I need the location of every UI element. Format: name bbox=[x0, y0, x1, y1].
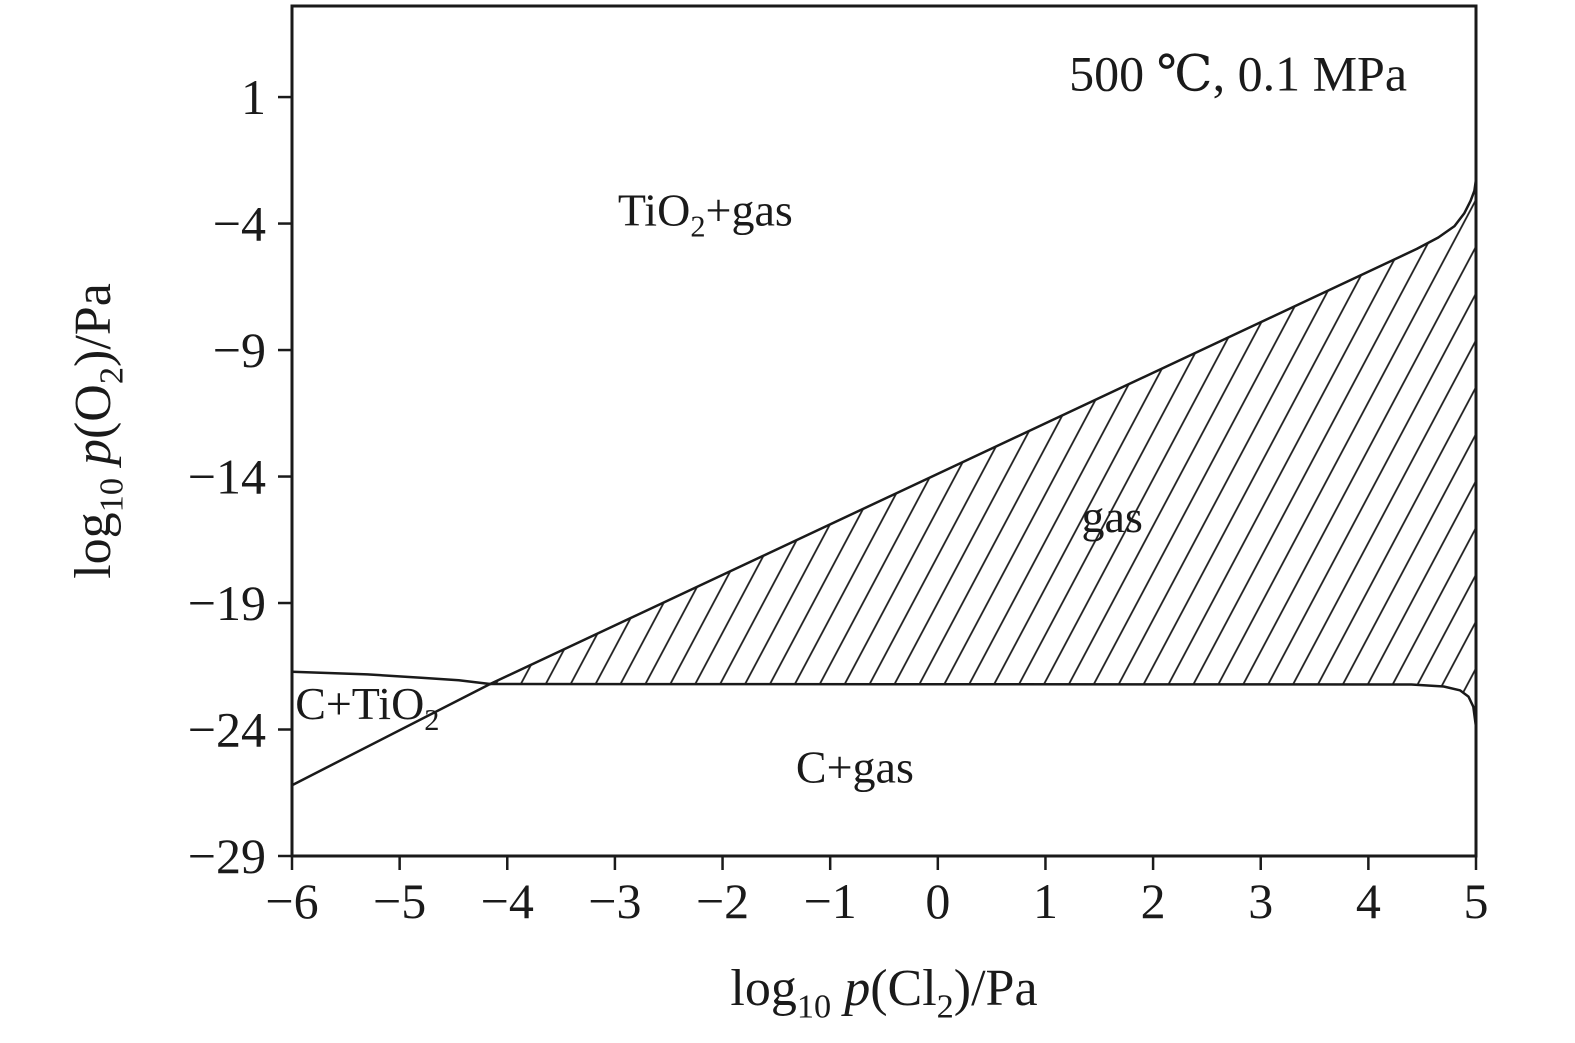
x-tick-label: −6 bbox=[265, 873, 318, 929]
boundary-line-1 bbox=[488, 682, 1478, 729]
region-labels: TiO2+gas gas C+TiO2 C+gas 500 ℃, 0.1 MPa bbox=[295, 46, 1407, 793]
x-tick-label: −3 bbox=[588, 873, 641, 929]
plot-border bbox=[290, 4, 1478, 858]
plot-frame bbox=[290, 4, 1478, 858]
x-tick-label: 1 bbox=[1033, 873, 1058, 929]
x-tick-label: −4 bbox=[481, 873, 534, 929]
region-label-c-gas: C+gas bbox=[796, 741, 914, 792]
y-tick-label: 1 bbox=[241, 69, 266, 125]
region-label-c-tio2: C+TiO2 bbox=[295, 678, 439, 737]
y-tick-label: −14 bbox=[188, 449, 266, 505]
x-tick-label: 4 bbox=[1356, 873, 1381, 929]
x-tick-label: 5 bbox=[1464, 873, 1489, 929]
boundary-line-0 bbox=[488, 178, 1478, 686]
region-label-tio2-gas: TiO2+gas bbox=[618, 185, 793, 244]
x-tick-label: 3 bbox=[1248, 873, 1273, 929]
y-tick-label: −9 bbox=[213, 322, 266, 378]
y-tick-label: −19 bbox=[188, 575, 266, 631]
boundary-line-2 bbox=[290, 670, 492, 686]
y-tick-label: −24 bbox=[188, 702, 266, 758]
y-axis-title: log10 p(O2)/Pa bbox=[65, 283, 130, 579]
axis-ticks bbox=[278, 95, 1478, 870]
x-axis-title: log10 p(Cl2)/Pa bbox=[730, 960, 1037, 1025]
x-tick-label: −2 bbox=[696, 873, 749, 929]
y-tick-label: −29 bbox=[188, 828, 266, 884]
x-tick-label: 2 bbox=[1141, 873, 1166, 929]
annotation-conditions: 500 ℃, 0.1 MPa bbox=[1069, 46, 1407, 102]
y-tick-label: −4 bbox=[213, 196, 266, 252]
region-label-gas: gas bbox=[1082, 491, 1143, 542]
boundary-line-3 bbox=[290, 682, 492, 787]
axis-tick-labels: −6 −5 −4 −3 −2 −1 0 1 2 3 4 5 1 −4 −9 −14 −19 −24 −29 bbox=[188, 69, 1489, 929]
x-tick-label: −1 bbox=[804, 873, 857, 929]
x-tick-label: 0 bbox=[925, 873, 950, 929]
x-tick-label: −5 bbox=[373, 873, 426, 929]
phase-boundary-lines bbox=[290, 178, 1478, 787]
axis-titles: log10 p(Cl2)/Pa log10 p(O2)/Pa bbox=[65, 283, 1038, 1025]
